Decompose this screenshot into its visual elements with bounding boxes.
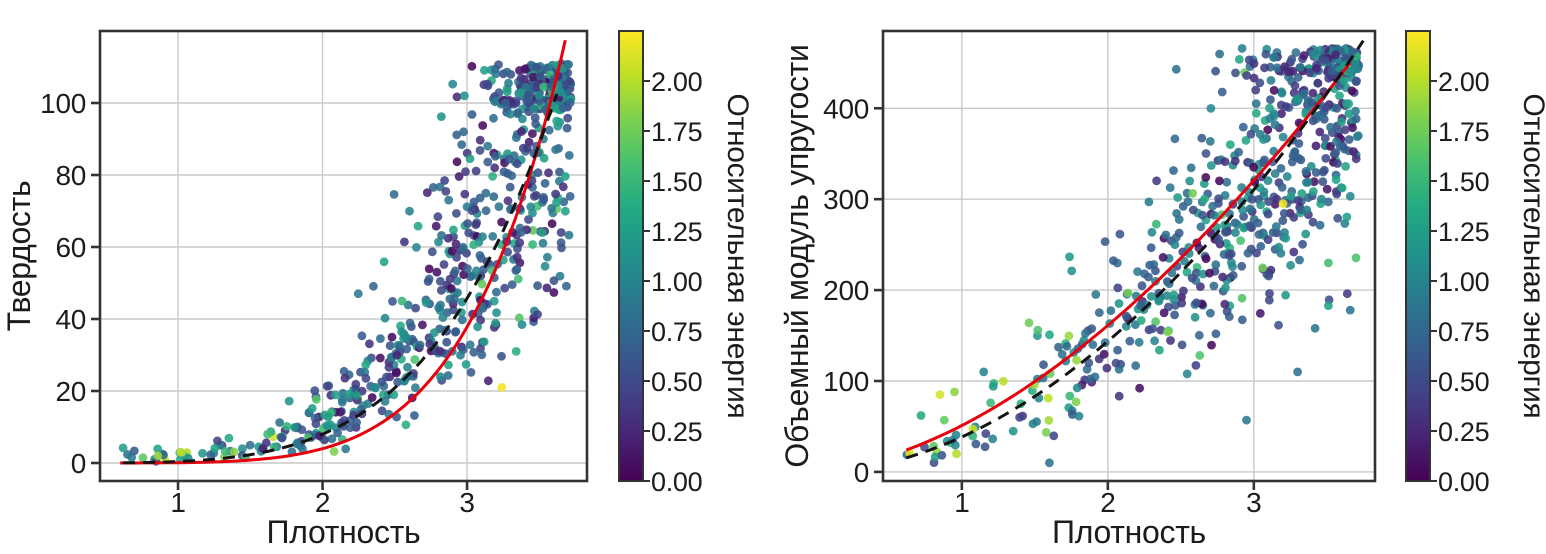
scatter-points bbox=[118, 59, 576, 466]
colorbar-tick-label: 0.25 bbox=[1438, 417, 1489, 447]
colorbar-tick-label: 0.00 bbox=[651, 467, 702, 497]
colorbar-tick-label: 1.75 bbox=[651, 117, 702, 147]
y-axis: 0 20 40 60 80 100 Твердость bbox=[1, 88, 100, 479]
colorbar-tick-label: 0.50 bbox=[651, 367, 702, 397]
power-fit-red bbox=[120, 39, 567, 465]
x-tick-label: 2 bbox=[315, 487, 330, 518]
power-fit-dashed bbox=[905, 39, 1365, 460]
y-tick-label: 80 bbox=[55, 160, 86, 191]
y-tick-label: 300 bbox=[823, 184, 869, 215]
x-axis: 1 2 3 Плотность bbox=[170, 481, 475, 550]
x-tick-label: 3 bbox=[1246, 487, 1261, 518]
y-tick-label: 0 bbox=[71, 448, 86, 479]
y-tick-label: 100 bbox=[823, 366, 869, 397]
x-axis: 1 2 3 Плотность bbox=[954, 481, 1262, 550]
fit-curves bbox=[120, 39, 567, 465]
subplot-bulk-modulus: 1 2 3 Плотность 0 100 200 300 400 Объемный модуль… bbox=[779, 29, 1546, 550]
colorbar-tick-label: 1.50 bbox=[1438, 167, 1489, 197]
colorbar-tick-label: 1.00 bbox=[1438, 267, 1489, 297]
axes-box bbox=[881, 29, 1377, 483]
colorbar: 0.00 0.25 0.50 0.75 1.00 1.25 1.50 1.75 2.00 Отно… bbox=[1405, 30, 1546, 497]
colorbar-tick-label: 1.25 bbox=[1438, 217, 1489, 247]
colorbar-tick-label: 1.00 bbox=[651, 267, 702, 297]
x-tick-label: 1 bbox=[170, 487, 185, 518]
colorbar-tick-label: 0.00 bbox=[1438, 467, 1489, 497]
colorbar-tick-label: 2.00 bbox=[1438, 67, 1489, 97]
colorbar-title: Относительная энергия bbox=[721, 93, 754, 418]
colorbar-tick-label: 0.50 bbox=[1438, 367, 1489, 397]
colorbar-tick-label: 1.50 bbox=[651, 167, 702, 197]
colorbar-gradient bbox=[618, 30, 644, 482]
x-tick-label: 3 bbox=[459, 487, 474, 518]
y-tick-label: 20 bbox=[55, 376, 86, 407]
y-tick-label: 100 bbox=[40, 88, 86, 119]
colorbar: 0.00 0.25 0.50 0.75 1.00 1.25 1.50 1.75 2.00 Отно… bbox=[618, 30, 754, 497]
colorbar-tick-label: 0.75 bbox=[651, 317, 702, 347]
y-axis-title: Твердость bbox=[1, 181, 37, 332]
y-tick-label: 200 bbox=[823, 275, 869, 306]
fit-curves bbox=[905, 39, 1365, 460]
y-axis: 0 100 200 300 400 Объемный модуль упругости bbox=[779, 44, 883, 488]
x-axis-title: Плотность bbox=[267, 514, 421, 550]
y-tick-label: 0 bbox=[854, 457, 869, 488]
y-tick-label: 40 bbox=[55, 304, 86, 335]
colorbar-tick-label: 2.00 bbox=[651, 67, 702, 97]
colorbar-title: Относительная энергия bbox=[1517, 93, 1546, 418]
scatter-points bbox=[902, 44, 1364, 468]
colorbar-tick-label: 1.25 bbox=[651, 217, 702, 247]
subplot-hardness: 1 2 3 Плотность 0 20 40 60 80 100 Твердость 0.00 0.2… bbox=[1, 29, 754, 550]
axes-box bbox=[98, 29, 589, 483]
y-tick-label: 400 bbox=[823, 93, 869, 124]
power-fit-dashed bbox=[123, 93, 559, 465]
colorbar-gradient bbox=[1405, 30, 1431, 482]
power-fit-red bbox=[905, 61, 1352, 452]
colorbar-tick-label: 1.75 bbox=[1438, 117, 1489, 147]
colorbar-tick-label: 0.25 bbox=[651, 417, 702, 447]
y-tick-label: 60 bbox=[55, 232, 86, 263]
y-axis-title: Объемный модуль упругости bbox=[779, 44, 815, 467]
x-tick-label: 1 bbox=[954, 487, 969, 518]
colorbar-tick-label: 0.75 bbox=[1438, 317, 1489, 347]
x-tick-label: 2 bbox=[1100, 487, 1115, 518]
x-axis-title: Плотность bbox=[1052, 514, 1206, 550]
